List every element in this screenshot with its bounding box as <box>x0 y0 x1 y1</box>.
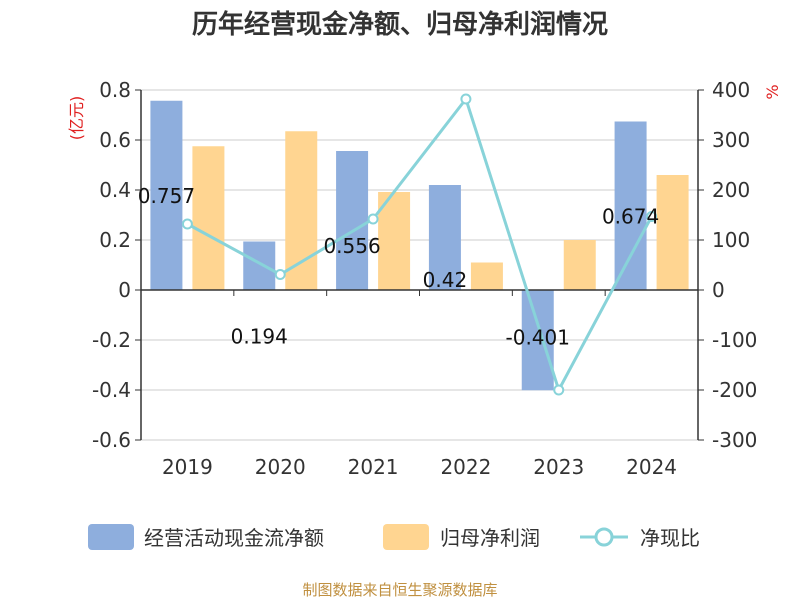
legend-label-ratio[interactable]: 净现比 <box>640 526 700 550</box>
ratio-point <box>367 213 379 225</box>
bar-归母净利润 <box>563 240 596 290</box>
data-labels: 0.757 0.194 0.556 0.42 -0.401 0.674 <box>138 184 659 350</box>
x-tick-label: 2020 <box>255 455 306 479</box>
ratio-point <box>460 93 472 105</box>
left-tick-label: 0.6 <box>99 128 131 152</box>
legend: 经营活动现金流净额 归母净利润 净现比 <box>88 524 700 550</box>
left-tick-label: -0.4 <box>92 378 131 402</box>
right-tick-label: 200 <box>712 178 750 202</box>
bar-经营活动现金流净额 <box>428 185 461 290</box>
left-tick-label: 0 <box>118 278 131 302</box>
bar-经营活动现金流净额 <box>243 241 276 290</box>
right-tick-label: 400 <box>712 78 750 102</box>
bar-经营活动现金流净额 <box>521 290 554 391</box>
right-tick-label: -300 <box>712 428 757 452</box>
bar-data-label: 0.556 <box>323 234 380 258</box>
legend-swatch-net-profit[interactable] <box>383 524 429 550</box>
legend-marker-ratio[interactable] <box>594 527 614 547</box>
bar-data-label: 0.194 <box>231 325 288 349</box>
bar-经营活动现金流净额 <box>150 100 183 290</box>
legend-swatch-cashflow[interactable] <box>88 524 134 550</box>
left-tick-label: 0.8 <box>99 78 131 102</box>
x-tick-label: 2023 <box>533 455 584 479</box>
grid-lines <box>141 89 698 441</box>
bars <box>150 100 689 391</box>
ratio-point <box>553 384 565 396</box>
bar-data-label: 0.42 <box>423 268 468 292</box>
x-tick-label: 2024 <box>626 455 677 479</box>
bar-data-label: 0.757 <box>138 184 195 208</box>
x-tick-label: 2019 <box>162 455 213 479</box>
bar-经营活动现金流净额 <box>614 121 647 290</box>
bar-经营活动现金流净额 <box>336 151 369 290</box>
left-tick-label: -0.6 <box>92 428 131 452</box>
x-tick-label: 2021 <box>348 455 399 479</box>
right-tick-label: -200 <box>712 378 757 402</box>
legend-label-cashflow[interactable]: 经营活动现金流净额 <box>144 526 324 550</box>
left-axis-unit: (亿元) <box>67 96 86 141</box>
ratio-point <box>181 218 193 230</box>
bar-归母净利润 <box>656 175 689 290</box>
left-tick-label: -0.2 <box>92 328 131 352</box>
legend-label-net-profit[interactable]: 归母净利润 <box>440 526 540 550</box>
chart-title: 历年经营现金净额、归母净利润情况 <box>192 9 608 40</box>
bar-归母净利润 <box>192 146 225 290</box>
right-tick-label: 0 <box>712 278 725 302</box>
right-tick-label: 100 <box>712 228 750 252</box>
bar-data-label: 0.674 <box>602 205 659 229</box>
bar-归母净利润 <box>378 192 411 290</box>
x-tick-label: 2022 <box>440 455 491 479</box>
right-axis-unit: % <box>763 84 782 99</box>
right-tick-label: -100 <box>712 328 757 352</box>
ratio-point <box>274 269 286 280</box>
bar-归母净利润 <box>285 131 318 290</box>
source-note: 制图数据来自恒生聚源数据库 <box>302 581 497 599</box>
ratio-line <box>181 93 658 396</box>
ratio-line-path <box>186 95 653 394</box>
right-tick-label: 300 <box>712 128 750 152</box>
axes: -0.6 -0.4 -0.2 0 0.2 0.4 0.6 0.8 -300 -200 -100 0 10… <box>92 78 757 479</box>
bar-归母净利润 <box>470 262 503 290</box>
left-tick-label: 0.4 <box>99 178 131 202</box>
ratio-point <box>646 211 658 222</box>
bar-data-label: -0.401 <box>506 325 570 349</box>
left-tick-label: 0.2 <box>99 228 131 252</box>
